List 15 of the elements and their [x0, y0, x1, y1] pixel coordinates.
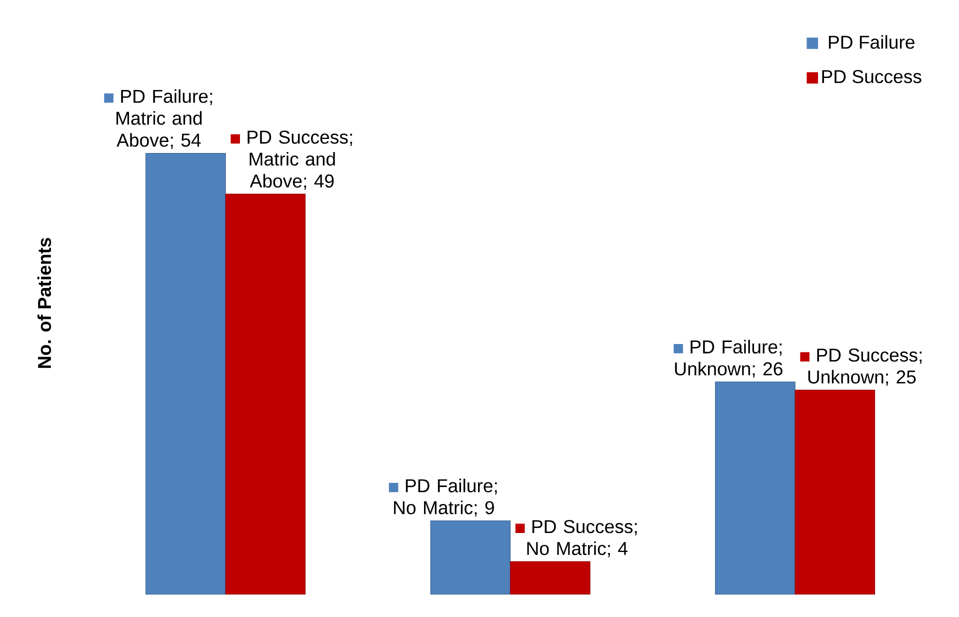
legend-label: PD Success [822, 70, 922, 84]
bar [794, 390, 876, 595]
data-label: PD Success; Matric and Above; 49 [248, 130, 352, 190]
y-axis-title: No. of Patients [37, 238, 52, 368]
data-label: PD Failure; Unknown; 26 [675, 340, 782, 378]
data-label: PD Success; No Matric; 4 [527, 520, 637, 558]
bar [715, 382, 796, 595]
data-label: PD Failure; Matric and Above; 54 [116, 89, 212, 149]
bar [225, 194, 306, 595]
data-label: PD Failure; No Matric; 9 [394, 478, 497, 516]
bar [146, 152, 226, 595]
data-label: PD Success; Unknown; 25 [808, 348, 922, 386]
bar [510, 561, 590, 595]
bar [430, 520, 511, 595]
legend-label: PD Failure [828, 35, 914, 49]
